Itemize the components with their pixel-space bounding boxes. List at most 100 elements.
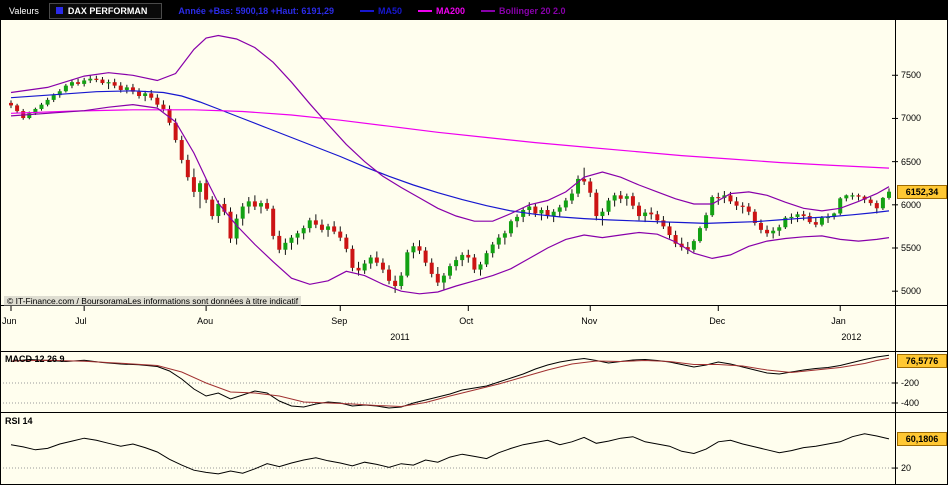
rsi-line xyxy=(10,433,890,475)
macd-value-badge: 76,5776 xyxy=(897,353,947,368)
candle-body xyxy=(137,91,142,96)
candle-body xyxy=(411,246,416,253)
macd-axis-label: -400 xyxy=(901,398,920,408)
candle-body xyxy=(606,200,611,212)
legend-item-ma50: MA50 xyxy=(359,6,402,16)
candle-body xyxy=(216,203,221,217)
candle-body xyxy=(454,260,459,267)
candle-body xyxy=(204,183,209,200)
candle-body xyxy=(368,257,373,264)
candle-body xyxy=(576,178,581,194)
legend-swatch-icon xyxy=(417,9,432,12)
candlestick-series xyxy=(9,75,891,293)
rsi-value-badge: 60,1806 xyxy=(897,431,947,446)
candle-body xyxy=(222,203,227,212)
candle-body xyxy=(637,205,642,217)
legend-label: Bollinger 20 2.0 xyxy=(499,5,566,16)
candle-body xyxy=(582,178,587,182)
instrument-name: DAX PERFORMAN xyxy=(67,5,148,16)
month-label: Sep xyxy=(331,316,348,326)
legend-item-ma200: MA200 xyxy=(417,5,465,16)
legend-swatch-icon xyxy=(481,9,495,12)
candle-body xyxy=(710,197,715,216)
price-axis-label: 5500 xyxy=(901,243,922,253)
candle-body xyxy=(33,108,38,114)
candle-body xyxy=(533,206,538,214)
candle-body xyxy=(191,177,196,192)
month-label: Nov xyxy=(581,316,598,326)
year-range-label: Année +Bas: 5900,18 +Haut: 6191,29 xyxy=(178,5,334,16)
overlay-bollingerlower xyxy=(10,103,890,295)
candle-body xyxy=(801,214,806,217)
candle-body xyxy=(502,233,507,238)
candle-body xyxy=(155,97,160,105)
candle-body xyxy=(51,95,56,100)
candle-body xyxy=(82,80,87,84)
candle-body xyxy=(173,122,178,141)
candle-body xyxy=(527,206,532,210)
candle-body xyxy=(301,228,306,234)
candle-body xyxy=(594,192,599,217)
candle-body xyxy=(393,280,398,286)
values-label: Valeurs xyxy=(9,5,39,16)
candle-body xyxy=(124,87,129,90)
candle-body xyxy=(649,212,654,215)
candle-body xyxy=(112,82,117,86)
candle-body xyxy=(716,197,721,199)
candle-body xyxy=(15,105,20,112)
candle-body xyxy=(661,220,666,227)
candle-body xyxy=(246,201,251,207)
instrument-selector[interactable]: DAX PERFORMAN xyxy=(48,2,163,19)
price-axis-label: 6500 xyxy=(901,156,922,167)
instrument-bullet-icon xyxy=(55,7,63,14)
candle-body xyxy=(856,195,861,197)
candle-body xyxy=(417,246,422,251)
candle-body xyxy=(630,196,635,206)
candle-body xyxy=(807,216,812,223)
candle-body xyxy=(289,237,294,243)
candle-body xyxy=(399,275,404,286)
candle-body xyxy=(448,266,452,276)
candle-body xyxy=(826,216,831,219)
candle-body xyxy=(338,231,343,238)
overlay-bollingerupper xyxy=(10,34,890,222)
candle-body xyxy=(484,253,489,265)
candle-body xyxy=(429,262,434,274)
candle-body xyxy=(746,206,751,212)
candle-body xyxy=(271,208,276,236)
candle-body xyxy=(765,229,770,234)
candle-body xyxy=(185,159,190,178)
candle-body xyxy=(9,102,13,106)
year-label: 2011 xyxy=(390,332,410,342)
candle-body xyxy=(862,196,867,200)
candle-body xyxy=(600,211,605,217)
candle-body xyxy=(313,220,318,225)
copyright-note: © IT-Finance.com / BoursoramaLes informa… xyxy=(4,296,302,306)
month-label: Oct xyxy=(459,316,474,326)
candle-body xyxy=(405,252,410,276)
candle-body xyxy=(728,195,733,202)
legend-item-bollinger-20-2-0: Bollinger 20 2.0 xyxy=(481,6,566,16)
candle-body xyxy=(149,93,154,98)
candle-body xyxy=(515,216,520,222)
candle-body xyxy=(673,235,678,244)
candle-body xyxy=(838,198,843,214)
month-label: Aou xyxy=(197,316,214,326)
candle-body xyxy=(319,224,324,230)
candle-body xyxy=(283,242,288,250)
candle-body xyxy=(819,217,824,225)
legend-label: MA200 xyxy=(435,5,465,16)
candle-body xyxy=(758,222,763,230)
candle-body xyxy=(667,226,672,236)
candle-body xyxy=(380,262,385,270)
candle-body xyxy=(844,195,849,199)
candle-body xyxy=(167,108,172,123)
candle-body xyxy=(45,99,50,105)
candle-body xyxy=(496,237,501,245)
candle-body xyxy=(472,257,477,270)
candle-body xyxy=(783,217,788,228)
candle-body xyxy=(94,78,99,80)
candle-body xyxy=(460,254,465,261)
